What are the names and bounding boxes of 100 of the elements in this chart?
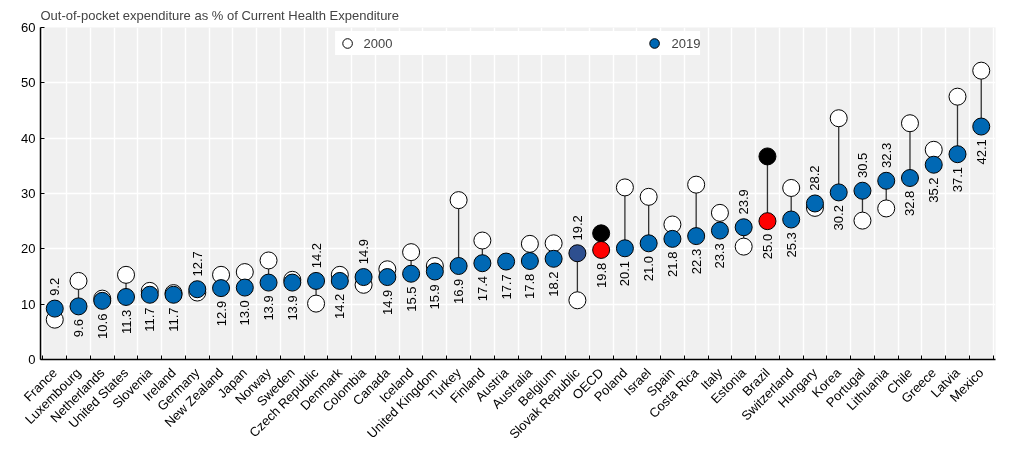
point xyxy=(948,145,967,164)
point xyxy=(592,240,611,259)
point xyxy=(235,278,254,297)
point xyxy=(520,234,539,253)
point xyxy=(378,268,397,287)
point xyxy=(520,252,539,270)
data-label: 17.7 xyxy=(498,274,514,300)
legend-label: 2000 xyxy=(363,35,393,51)
point xyxy=(45,299,64,318)
data-label: 11.7 xyxy=(166,307,182,332)
point xyxy=(924,140,943,159)
data-label: 23.9 xyxy=(736,189,752,215)
point xyxy=(117,265,136,284)
point xyxy=(829,109,848,128)
point xyxy=(69,271,88,290)
data-label: 12.9 xyxy=(213,300,229,327)
point xyxy=(900,114,919,133)
point xyxy=(354,268,373,287)
data-label: 25.3 xyxy=(783,232,799,258)
legend-label: 2019 xyxy=(671,35,701,51)
data-label: 11.3 xyxy=(118,309,134,335)
data-label: 10.6 xyxy=(94,313,110,339)
point xyxy=(117,287,136,306)
data-label: 32.3 xyxy=(878,142,894,169)
data-label: 14.2 xyxy=(308,242,324,269)
data-label: 19.8 xyxy=(593,262,609,288)
point xyxy=(544,234,563,253)
data-label: 23.3 xyxy=(712,243,728,269)
data-label: 13.0 xyxy=(237,300,253,326)
point xyxy=(639,234,658,253)
point xyxy=(307,271,326,290)
data-label: 25.0 xyxy=(759,233,775,260)
point xyxy=(687,175,706,194)
point xyxy=(259,273,278,292)
y-tick-label: 30 xyxy=(21,186,36,201)
y-tick-label: 40 xyxy=(21,130,36,146)
data-label: 19.2 xyxy=(569,215,585,241)
point xyxy=(425,262,444,281)
y-tick-label: 10 xyxy=(21,296,36,312)
point xyxy=(924,155,943,174)
data-label: 11.7 xyxy=(142,307,158,332)
data-label: 14.9 xyxy=(379,289,395,316)
point xyxy=(639,187,658,206)
y-tick-label: 60 xyxy=(21,20,36,35)
point xyxy=(663,215,682,234)
point xyxy=(758,212,777,231)
point xyxy=(402,264,421,283)
point xyxy=(853,211,872,230)
point xyxy=(805,194,824,213)
point xyxy=(592,224,611,243)
data-label: 9.6 xyxy=(71,319,87,338)
point xyxy=(877,199,896,218)
point xyxy=(734,237,753,256)
point xyxy=(473,231,492,250)
data-label: 20.1 xyxy=(617,261,633,287)
point xyxy=(900,169,919,187)
point xyxy=(615,178,634,197)
point xyxy=(235,263,254,282)
point xyxy=(212,279,231,298)
data-label: 37.1 xyxy=(949,166,965,193)
point xyxy=(497,252,516,271)
data-label: 12.7 xyxy=(189,251,205,277)
point xyxy=(758,147,777,166)
data-label: 14.9 xyxy=(356,239,372,265)
data-label: 13.9 xyxy=(284,295,300,321)
data-label: 32.8 xyxy=(902,190,918,217)
point xyxy=(972,117,991,136)
point xyxy=(663,229,682,248)
point xyxy=(449,257,468,275)
y-axis-title: Out-of-pocket expenditure as % of Current Health Expenditure xyxy=(40,7,399,23)
data-label: 14.2 xyxy=(332,293,348,319)
data-label: 22.3 xyxy=(688,248,704,275)
data-label: 15.9 xyxy=(427,284,443,310)
data-label: 13.9 xyxy=(261,295,277,321)
point xyxy=(473,254,492,273)
point xyxy=(853,181,872,200)
point xyxy=(330,271,349,290)
data-label: 9.2 xyxy=(47,277,63,296)
y-tick-label: 20 xyxy=(21,241,36,257)
point xyxy=(307,294,326,313)
point xyxy=(829,183,848,202)
data-label: 21.0 xyxy=(641,256,657,282)
point xyxy=(449,191,468,210)
point xyxy=(782,178,801,197)
point xyxy=(402,243,421,262)
data-label: 16.9 xyxy=(451,278,467,305)
point xyxy=(544,249,563,268)
point xyxy=(734,218,753,237)
data-label: 30.2 xyxy=(831,205,847,231)
data-label: 18.2 xyxy=(546,271,562,297)
y-tick-label: 50 xyxy=(21,75,36,91)
point xyxy=(568,291,587,310)
y-tick-label: 0 xyxy=(28,352,36,367)
data-label: 35.2 xyxy=(926,177,942,203)
data-label: 15.5 xyxy=(403,286,419,312)
point xyxy=(687,227,706,246)
point xyxy=(259,251,278,270)
point xyxy=(782,210,801,229)
point xyxy=(972,61,991,80)
data-label: 42.1 xyxy=(973,139,989,165)
